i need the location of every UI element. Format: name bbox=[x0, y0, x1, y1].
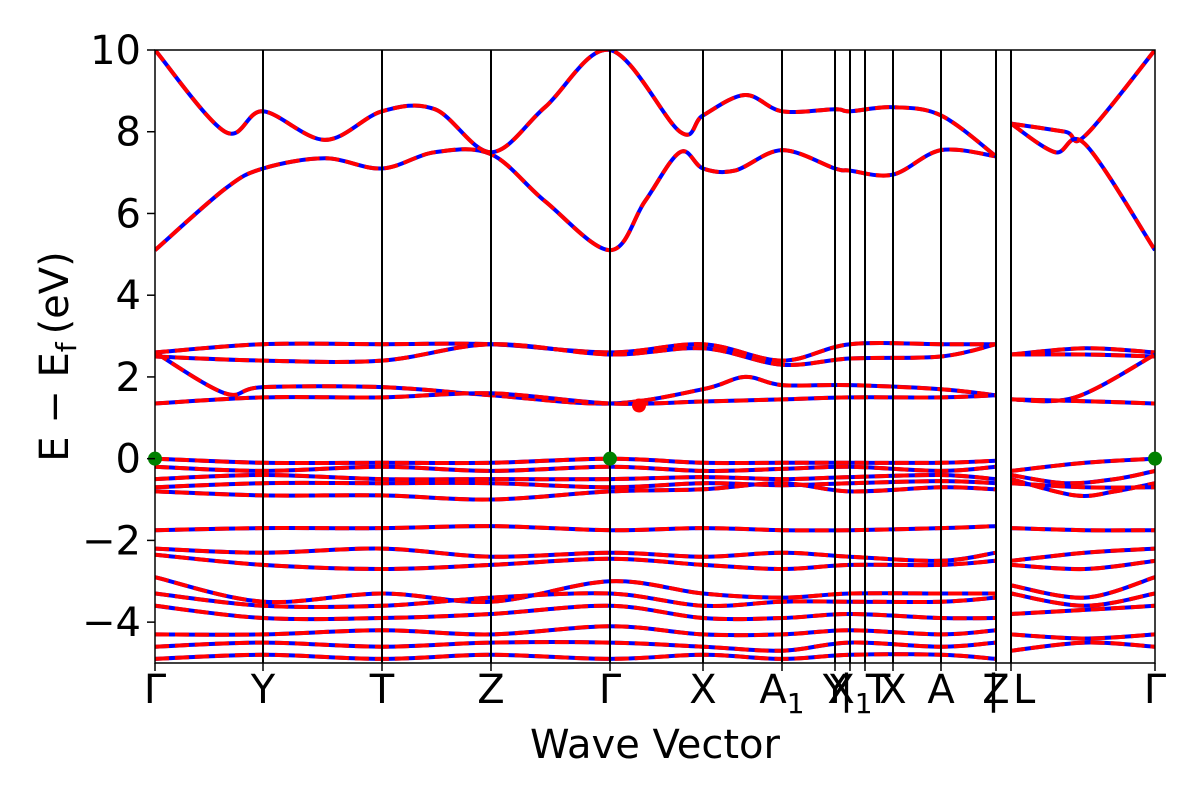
valence-band-red-34 bbox=[1010, 591, 1155, 608]
xtick-label-7: Y bbox=[822, 667, 848, 713]
xtick-label-sub-8: 1 bbox=[855, 687, 873, 720]
valence-band-red-22 bbox=[155, 603, 997, 622]
valence-band-red-15 bbox=[155, 479, 997, 490]
valence-band-red-12 bbox=[155, 456, 997, 466]
ytick-label-7: 10 bbox=[90, 28, 141, 74]
cbm-point-0 bbox=[632, 398, 646, 413]
valence-band-red-20 bbox=[155, 575, 996, 605]
valence-band-red-19 bbox=[155, 552, 997, 572]
y-axis-title-unit: (eV) bbox=[32, 251, 78, 334]
ytick-label-1: −2 bbox=[82, 518, 141, 564]
valence-band-red-29 bbox=[1010, 481, 1155, 490]
xtick-label-10: X bbox=[879, 667, 906, 713]
ytick-label-2: 0 bbox=[116, 437, 141, 483]
upper-valence-band-red-4 bbox=[155, 341, 996, 363]
xtick-label-4: Γ bbox=[599, 667, 622, 713]
valence-band-red-27 bbox=[1010, 468, 1155, 486]
upper-valence-band-red-5 bbox=[155, 342, 997, 367]
xtick-label-sub-6: 1 bbox=[787, 687, 805, 720]
valence-band-red-13 bbox=[155, 464, 997, 473]
upper-valence-band-red-8 bbox=[1010, 346, 1155, 357]
valence-band-red-37 bbox=[1010, 640, 1155, 653]
xtick-label-2: T bbox=[369, 667, 395, 713]
xtick-label-5: X bbox=[689, 667, 716, 713]
valence-band-red-25 bbox=[155, 652, 997, 661]
upper-valence-band-red-11 bbox=[1010, 397, 1155, 406]
valence-band-red-21 bbox=[155, 591, 997, 610]
valence-band-red-18 bbox=[155, 546, 997, 563]
upper-valence-band-red-10 bbox=[1010, 352, 1155, 404]
xtick-label-3: Z bbox=[477, 667, 504, 713]
ytick-label-0: −4 bbox=[82, 600, 141, 646]
ytick-label-4: 4 bbox=[116, 273, 141, 319]
plot-frame bbox=[154, 49, 1156, 664]
xtick-label-11: A bbox=[927, 667, 955, 713]
vbm-point-2 bbox=[1148, 451, 1162, 466]
valence-band-red-26 bbox=[1010, 456, 1155, 473]
xtick-label-1: Y bbox=[250, 667, 276, 713]
y-axis-title-sub: f bbox=[50, 341, 83, 352]
upper-valence-band-red-9 bbox=[1010, 352, 1155, 359]
vbm-point-1 bbox=[603, 451, 617, 466]
ytick-label-3: 2 bbox=[116, 355, 141, 401]
valence-band-red-30 bbox=[1010, 526, 1155, 533]
x-axis-title: Wave Vector bbox=[530, 722, 781, 768]
valence-band-red-35 bbox=[1010, 603, 1155, 616]
ytick-label-5: 6 bbox=[116, 191, 141, 237]
valence-band-red-16 bbox=[155, 481, 997, 502]
conduction-band-red-2 bbox=[1010, 50, 1155, 144]
plot-background bbox=[155, 50, 1155, 663]
xtick-label-14: Γ bbox=[1144, 667, 1167, 713]
y-axis-title: E − Ef (eV) bbox=[32, 251, 83, 462]
valence-band-red-14 bbox=[155, 472, 997, 482]
valence-band-red-17 bbox=[155, 524, 997, 533]
bands-group bbox=[155, 50, 1155, 661]
ytick-label-6: 8 bbox=[116, 110, 141, 156]
xtick-label-13: | L bbox=[987, 667, 1036, 713]
conduction-band-red-1 bbox=[155, 50, 998, 158]
valence-band-red-36 bbox=[1010, 632, 1155, 641]
y-axis-title-main: E − E bbox=[32, 352, 78, 462]
xtick-label-9: | T bbox=[840, 667, 891, 713]
valence-band-red-33 bbox=[1010, 575, 1155, 600]
xtick-label-6: A1 bbox=[759, 667, 804, 720]
valence-band-red-24 bbox=[155, 640, 997, 653]
conduction-band-red-3 bbox=[1009, 121, 1155, 252]
xtick-label-12: Z bbox=[982, 667, 1009, 713]
valence-band-red-23 bbox=[155, 624, 997, 638]
valence-band-red-31 bbox=[1010, 546, 1155, 563]
upper-valence-band-red-7 bbox=[155, 391, 997, 406]
valence-band-red-32 bbox=[1010, 558, 1155, 572]
xtick-label-0: Γ bbox=[144, 667, 167, 713]
